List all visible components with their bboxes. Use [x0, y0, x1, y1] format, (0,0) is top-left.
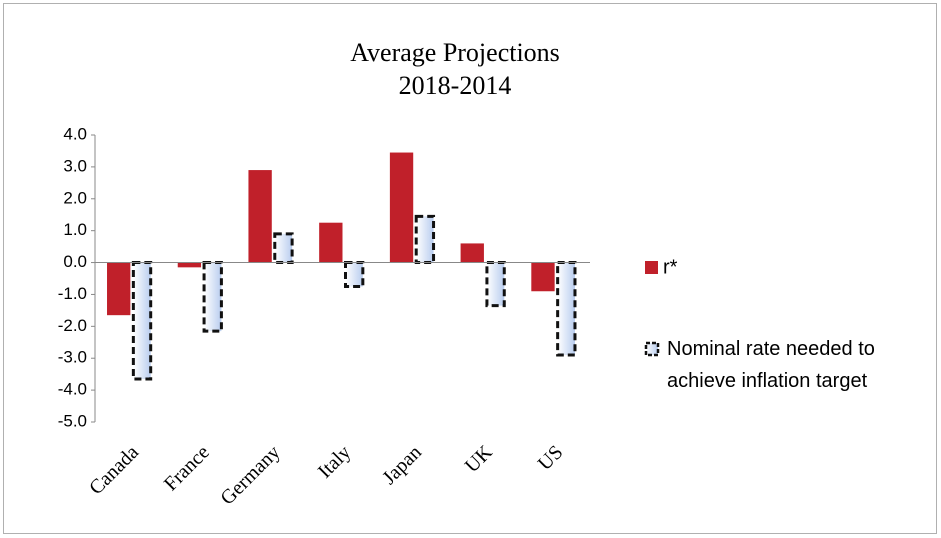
bar — [485, 261, 506, 308]
y-tick-label: -4.0 — [58, 380, 87, 399]
bar — [202, 261, 223, 333]
legend-label: r* — [663, 256, 678, 278]
y-tick-label: 0.0 — [63, 252, 87, 271]
bar — [319, 222, 343, 263]
bar — [273, 232, 294, 265]
legend-swatch — [644, 341, 660, 357]
y-tick-label: 2.0 — [63, 188, 87, 207]
bar — [460, 243, 484, 263]
y-tick-label: -1.0 — [58, 284, 87, 303]
chart-border — [3, 3, 937, 534]
legend-label-line: achieve inflation target — [667, 370, 868, 392]
y-tick-label: -5.0 — [58, 411, 87, 430]
bar — [248, 170, 272, 263]
y-tick-label: -2.0 — [58, 316, 87, 335]
bar — [107, 262, 131, 316]
bar — [389, 152, 414, 263]
chart-subtitle: 2018-2014 — [399, 71, 512, 100]
legend-label-line: Nominal rate needed to — [667, 338, 880, 360]
y-tick-label: 1.0 — [63, 220, 87, 239]
bar — [556, 261, 577, 357]
bar — [344, 261, 365, 288]
bar — [414, 214, 436, 265]
y-tick-label: 4.0 — [63, 124, 87, 143]
legend-label: Nominal rate needed to achieve inflation… — [667, 338, 880, 392]
bar — [531, 262, 555, 292]
bar — [177, 262, 202, 268]
chart-title: Average Projections — [350, 38, 560, 67]
legend-swatch — [645, 261, 658, 274]
y-tick-label: -3.0 — [58, 348, 87, 367]
bar — [131, 261, 153, 381]
y-tick-label: 3.0 — [63, 156, 87, 175]
